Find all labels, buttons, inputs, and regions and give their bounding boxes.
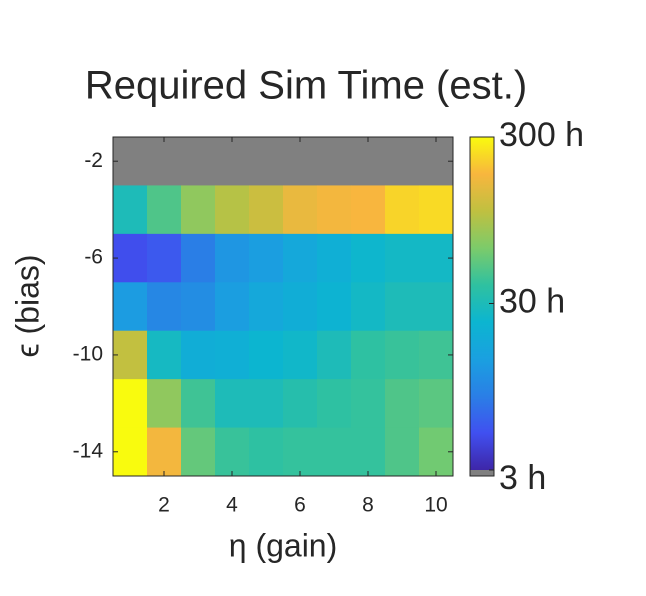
y-tick-label: -2	[84, 149, 103, 172]
colorbar-frame	[469, 136, 495, 477]
heatmap-cell	[249, 330, 284, 380]
heatmap-cell	[351, 137, 386, 186]
heatmap-cell	[113, 233, 148, 283]
heatmap-cell	[419, 379, 454, 429]
heatmap-cell	[419, 330, 454, 380]
heatmap-cell	[283, 282, 318, 332]
x-axis-label: η (gain)	[229, 527, 338, 563]
heatmap-cell	[419, 427, 454, 477]
heatmap-cell	[181, 427, 216, 477]
heatmap-cell	[351, 379, 386, 429]
heatmap-cell	[419, 137, 454, 186]
heatmap-cell	[317, 185, 352, 235]
heatmap-cell	[249, 282, 284, 332]
heatmap-cell	[113, 282, 148, 332]
heatmap-cell	[283, 330, 318, 380]
heatmap-cell	[385, 379, 420, 429]
x-tick-label: 10	[424, 494, 447, 517]
heatmap-cell	[385, 282, 420, 332]
y-tick-label: -6	[84, 246, 103, 269]
heatmap-cell	[283, 233, 318, 283]
y-tick-label: -14	[73, 439, 104, 462]
heatmap-cell	[385, 427, 420, 477]
heatmap-cell	[215, 137, 250, 186]
heatmap-cell	[249, 379, 284, 429]
heatmap-cell	[385, 233, 420, 283]
heatmap-cell	[215, 185, 250, 235]
heatmap-cell	[249, 233, 284, 283]
heatmap-cell	[215, 379, 250, 429]
heatmap-cell	[351, 330, 386, 380]
heatmap-cell	[249, 427, 284, 477]
heatmap-cell	[385, 330, 420, 380]
plot-frame	[112, 136, 454, 477]
heatmap-cell	[317, 137, 352, 186]
heatmap-cell	[147, 427, 182, 477]
colorbar-null	[470, 470, 494, 476]
x-tick-label: 6	[294, 494, 306, 517]
heatmap-cell	[351, 282, 386, 332]
colorbar-tick-label: 30 h	[499, 282, 565, 320]
heatmap-cell	[215, 330, 250, 380]
heatmap-cell	[351, 233, 386, 283]
heatmap-cell	[147, 379, 182, 429]
heatmap-cell	[147, 185, 182, 235]
heatmap-cell	[215, 427, 250, 477]
colorbar-tick-label: 300 h	[499, 116, 584, 154]
heatmap-cell	[181, 330, 216, 380]
heatmap-cell	[181, 233, 216, 283]
x-tick-label: 2	[158, 494, 170, 517]
colorbar-tick-label: 3 h	[499, 459, 546, 497]
heatmap-cell	[113, 330, 148, 380]
heatmap-cell	[385, 185, 420, 235]
heatmap-cell	[181, 282, 216, 332]
heatmap-cell	[147, 330, 182, 380]
y-tick-label: -10	[73, 342, 103, 365]
heatmap-cell	[113, 137, 148, 186]
heatmap-cell	[317, 330, 352, 380]
heatmap-cell	[317, 427, 352, 477]
heatmap-cell	[351, 427, 386, 477]
heatmap-cell	[181, 379, 216, 429]
heatmap-cell	[147, 282, 182, 332]
heatmap-cell	[215, 233, 250, 283]
heatmap-cell	[147, 233, 182, 283]
heatmap-cell	[147, 137, 182, 186]
heatmap-cell	[317, 233, 352, 283]
heatmap-cell	[317, 282, 352, 332]
heatmap-cell	[181, 185, 216, 235]
heatmap-cell	[283, 379, 318, 429]
heatmap-cell	[283, 137, 318, 186]
y-axis-label: ϵ (bias)	[9, 254, 45, 357]
chart-title: Required Sim Time (est.)	[85, 64, 527, 108]
heatmap-cell	[351, 185, 386, 235]
heatmap-cell	[385, 137, 420, 186]
x-tick-label: 8	[362, 494, 374, 517]
heatmap-cell	[215, 282, 250, 332]
heatmap-cell	[113, 427, 148, 477]
heatmap-cell	[249, 137, 284, 186]
heatmap-cell	[249, 185, 284, 235]
heatmap-cell	[317, 379, 352, 429]
heatmap-cell	[113, 379, 148, 429]
x-tick-label: 4	[226, 494, 238, 517]
heatmap-cell	[419, 185, 454, 235]
heatmap-cell	[113, 185, 148, 235]
heatmap-cell	[181, 137, 216, 186]
heatmap-cell	[419, 233, 454, 283]
heatmap-cell	[283, 185, 318, 235]
heatmap-cell	[283, 427, 318, 477]
heatmap-cell	[419, 282, 454, 332]
